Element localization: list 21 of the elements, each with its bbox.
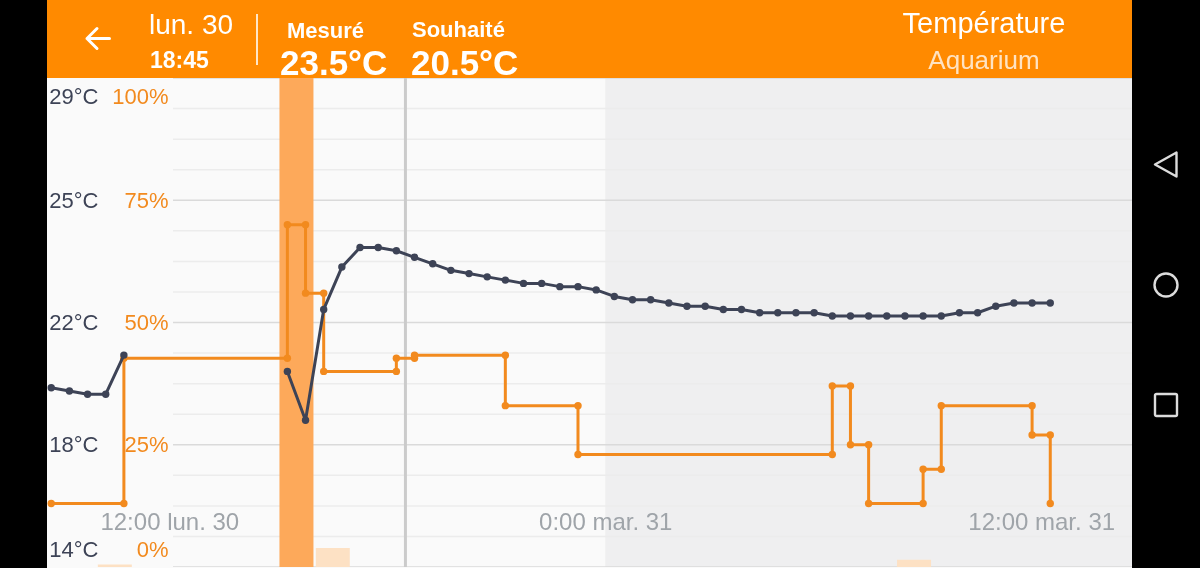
y-tick-label: 25% [124, 432, 169, 458]
chart-title: Température [902, 7, 1066, 39]
y-tick-label: 100% [112, 83, 169, 109]
x-tick-label: 12:00 mar. 31 [968, 507, 1116, 535]
y2-tick-label: 18°C [49, 432, 99, 458]
y2-tick-label: 29°C [49, 83, 99, 109]
text: Mesuré [287, 18, 365, 43]
text: Souhaité [412, 17, 505, 42]
y2-tick-label: 22°C [49, 310, 99, 335]
text: lun. 30 [149, 9, 234, 40]
annotation: 20.5°C [411, 43, 519, 82]
annotation: 23.5°C [280, 43, 388, 82]
text: 18:45 [150, 47, 209, 73]
x-tick-label: 12:00 lun. 30 [100, 507, 240, 535]
y-tick-label: 0% [136, 536, 169, 562]
y-tick-label: 50% [124, 310, 169, 335]
y-tick-label: 75% [124, 187, 169, 213]
chart-subtitle: Aquarium [928, 45, 1040, 75]
y2-tick-label: 14°C [49, 536, 99, 562]
x-tick-label: 0:00 mar. 31 [539, 507, 673, 535]
y2-tick-label: 25°C [49, 187, 99, 213]
